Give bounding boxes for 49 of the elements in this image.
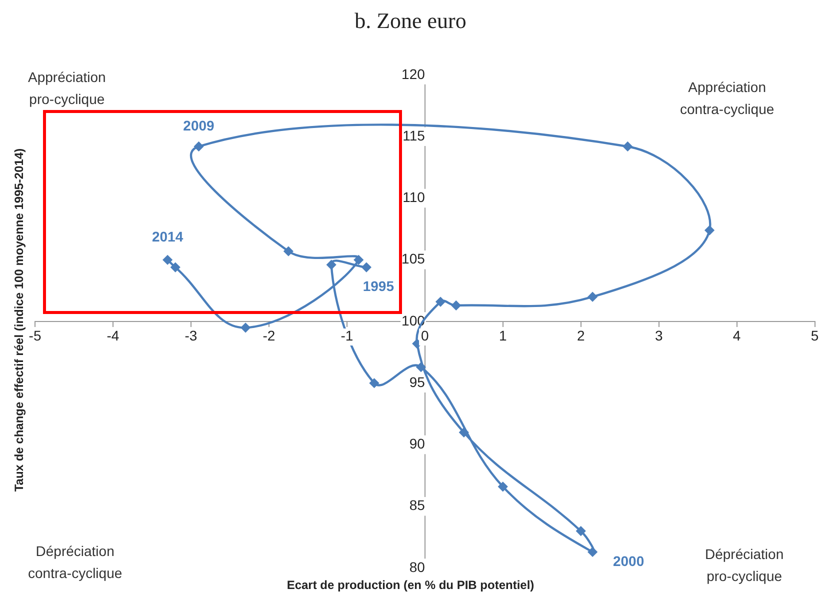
y-tick-label: 80 [409,558,426,575]
point [498,482,508,492]
x-tick-label: 3 [654,327,663,344]
point [588,292,598,302]
x-tick-label: 0 [421,327,429,344]
annotation: Appréciation pro-cyclique [28,68,106,109]
point [451,300,461,310]
x-tick-label: 4 [732,327,741,344]
annotation: 1995 [362,278,394,294]
x-tick-label: 2 [576,327,585,344]
x-tick-label: -5 [28,327,42,344]
point [162,255,172,264]
y-tick-label: 95 [409,374,426,390]
y-tick-label: 85 [409,497,426,514]
point [623,142,632,152]
x-tick-label: -3 [184,327,198,344]
x-tick-label: 5 [810,327,819,344]
annotation: 2014 [152,228,184,245]
y-tick-label: 110 [402,189,426,206]
x-tick-label: -4 [106,327,120,344]
annotation: 2000 [612,552,644,569]
annotation: Dépréciation pro-cyclique [705,545,784,586]
point [576,526,586,536]
y-tick-label: 120 [402,66,426,82]
point [362,262,372,272]
point [436,297,446,306]
point [416,362,426,372]
x-tick-label: 1 [498,327,507,344]
y-tick-label: 90 [409,436,426,452]
x-tick-label: -2 [262,327,276,344]
annotation: 2009 [183,117,215,134]
x-axis-title: Ecart de production (en % du PIB potentiel) [286,578,534,592]
point [194,142,204,152]
point [459,428,468,438]
y-axis-title: Taux de change effectif réel (indice 100 moyenne 1995-2014) [12,148,26,492]
y-tick-label: 105 [402,250,426,267]
point [704,226,714,235]
point [284,246,294,256]
point [240,323,250,332]
annotation: Appréciation contra-cyclique [680,78,774,119]
y-tick-label: 115 [402,127,426,144]
chart-title: b. Zone euro [354,8,468,34]
point [370,378,379,388]
annotation: Dépréciation contra-cyclique [28,542,122,583]
point [326,260,336,270]
point [588,547,598,557]
point [170,262,180,272]
point [354,255,364,264]
x-tick-label: -1 [340,327,354,344]
